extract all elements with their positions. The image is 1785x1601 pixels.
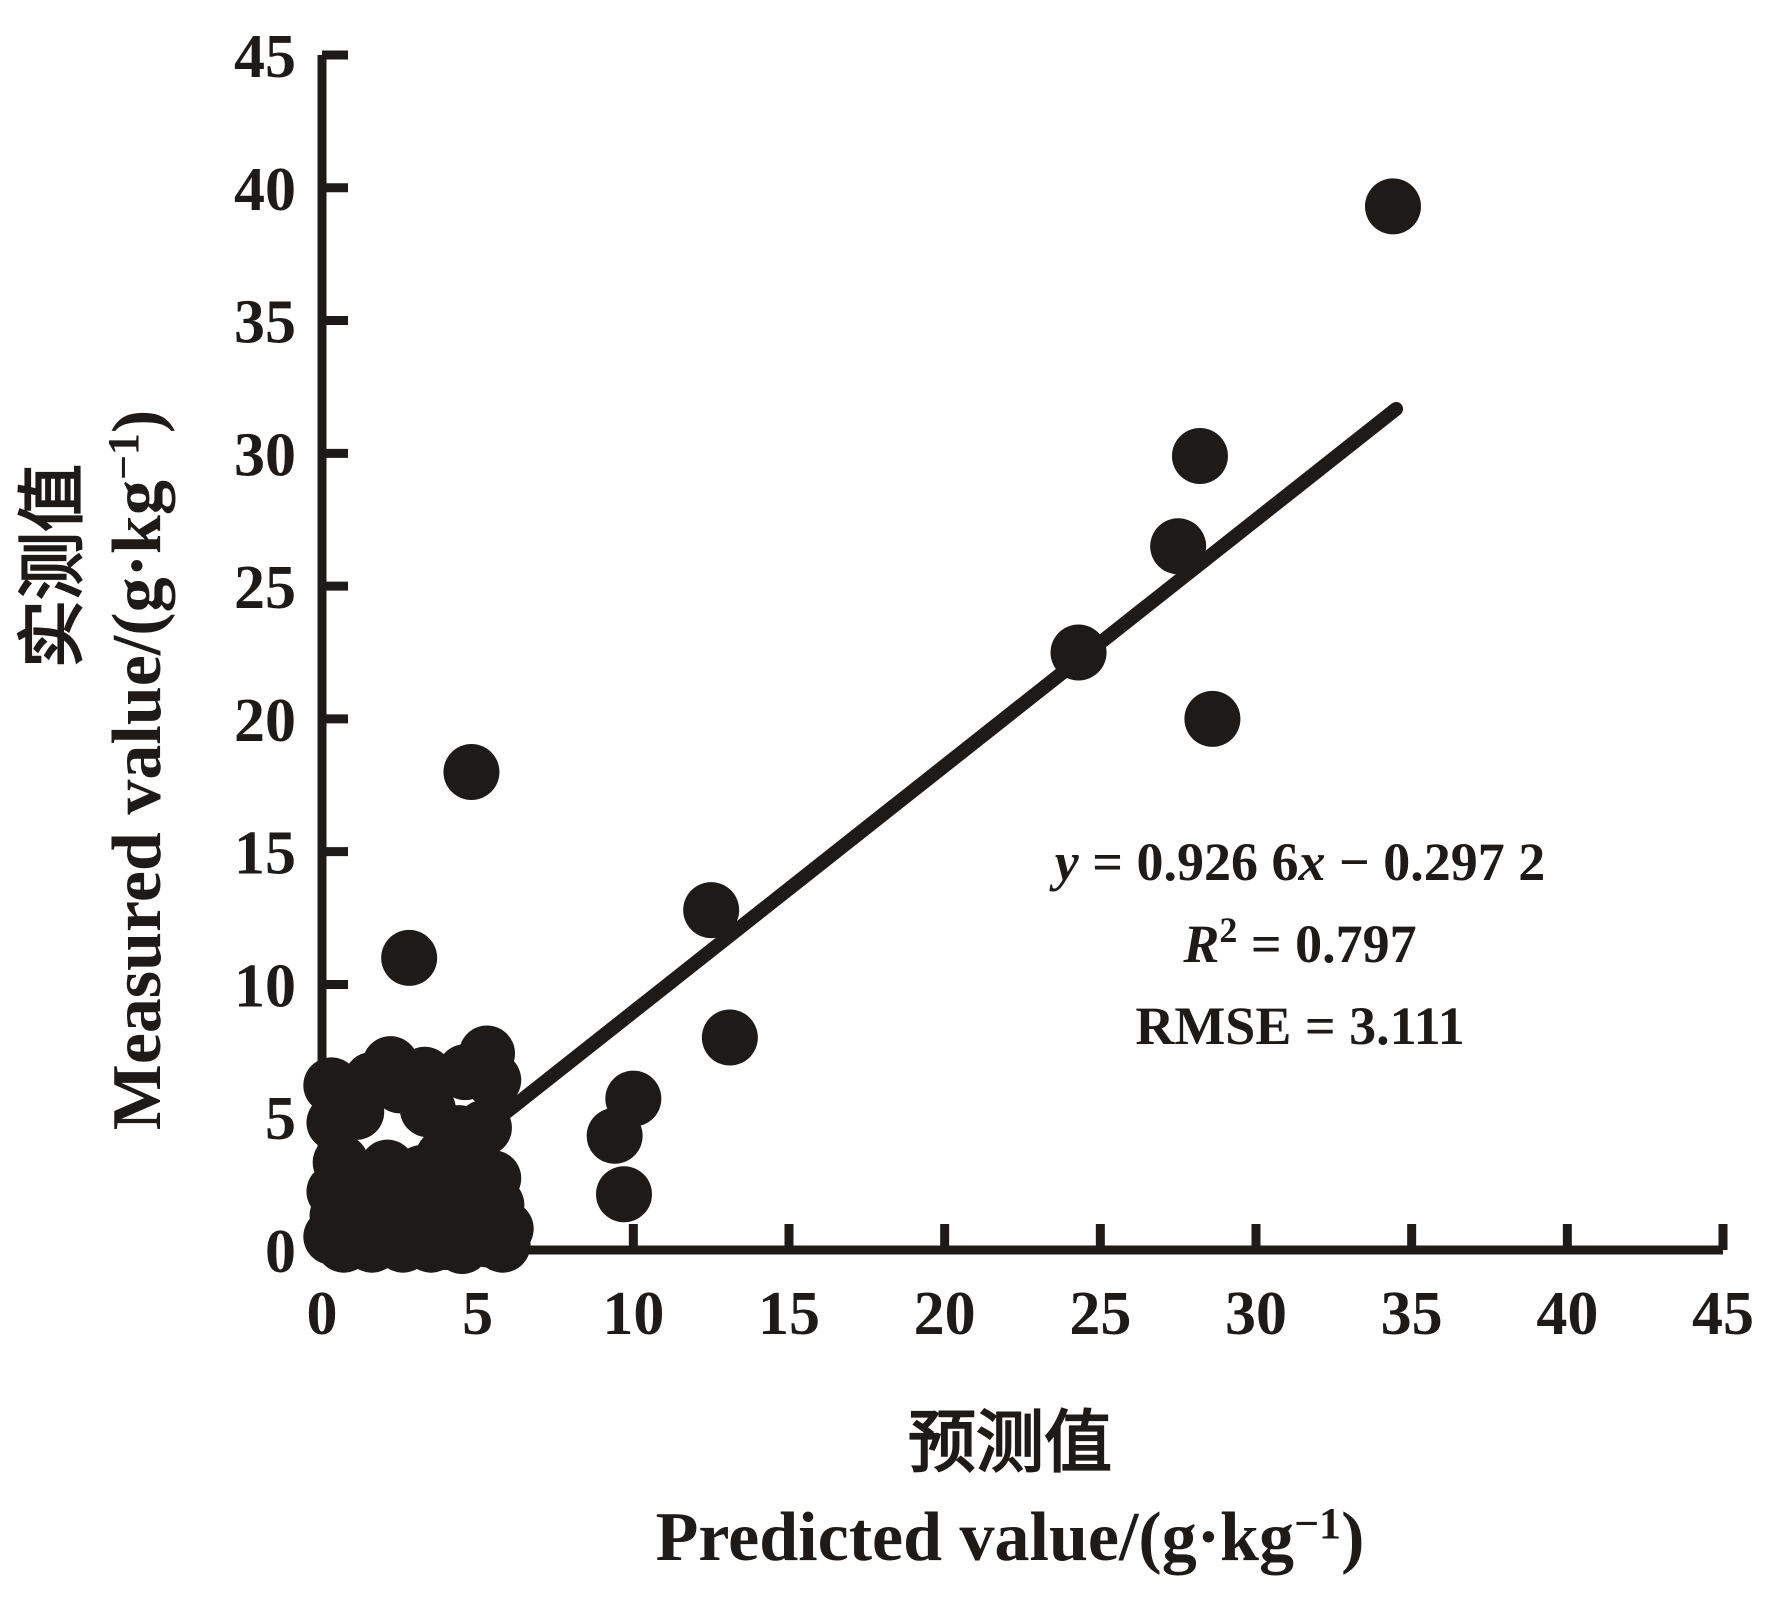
equation-end: − 0.297 2 [1325, 832, 1545, 892]
data-point [446, 1168, 503, 1225]
y-tick-label: 0 [265, 1218, 296, 1286]
equation-mid: = 0.926 6 [1079, 832, 1299, 892]
data-point [1184, 690, 1241, 747]
x-axis-title-en-sup: −1 [1294, 1499, 1341, 1548]
x-tick-label: 10 [602, 1280, 664, 1348]
rmse-line: RMSE = 3.111 [1135, 996, 1464, 1056]
regression-line [484, 401, 1404, 1131]
x-tick-label: 45 [1692, 1280, 1754, 1348]
x-tick-label: 0 [307, 1280, 338, 1348]
y-tick-label: 35 [234, 289, 296, 357]
r-squared-symbol: R [1182, 914, 1219, 974]
y-axis-title-en-sup: −1 [99, 433, 148, 480]
x-tick-label: 30 [1225, 1280, 1287, 1348]
data-point [434, 1218, 491, 1275]
data-point [683, 882, 740, 939]
data-point [1171, 427, 1228, 484]
data-point [701, 1009, 758, 1066]
y-axis-title-en-main: Measured value/(g·kg [99, 480, 176, 1130]
x-axis-title-en: Predicted value/(g·kg−1) [656, 1499, 1365, 1576]
equation-x-var: x [1297, 832, 1325, 892]
equation-y-var: y [1049, 832, 1080, 892]
x-tick-label: 20 [914, 1280, 976, 1348]
y-tick-label: 25 [234, 554, 296, 622]
x-tick-label: 15 [758, 1280, 820, 1348]
y-tick-label: 45 [234, 23, 296, 91]
data-point [474, 1216, 531, 1273]
x-axis-ticks: 0 5 10 15 20 25 30 35 40 45 [307, 1224, 1754, 1348]
data-point [1364, 178, 1421, 235]
data-point [381, 929, 438, 986]
equation-line: y = 0.926 6x − 0.297 2 [1049, 832, 1546, 892]
x-axis-title-en-close: ) [1341, 1499, 1364, 1576]
r-squared-exponent: 2 [1219, 910, 1237, 950]
r-squared-value: = 0.797 [1237, 914, 1416, 974]
x-axis-title-en-main: Predicted value/(g·kg [656, 1499, 1294, 1576]
x-tick-label: 35 [1381, 1280, 1443, 1348]
data-point [443, 744, 500, 800]
x-tick-label: 5 [462, 1280, 493, 1348]
data-point [595, 1166, 652, 1223]
x-axis-title-zh: 预测值 [908, 1405, 1112, 1481]
r-squared-line: R2 = 0.797 [1182, 910, 1416, 974]
y-tick-label: 40 [234, 156, 296, 224]
y-tick-label: 10 [234, 952, 296, 1020]
data-point [605, 1070, 662, 1127]
y-tick-label: 5 [265, 1085, 296, 1153]
data-point [1150, 518, 1207, 575]
y-tick-label: 20 [234, 687, 296, 755]
y-tick-label: 30 [234, 421, 296, 489]
data-point [465, 1052, 522, 1109]
y-axis-title-en-close: ) [99, 410, 176, 433]
x-tick-label: 25 [1069, 1280, 1131, 1348]
y-tick-label: 15 [234, 820, 296, 888]
y-axis-title-zh: 实测值 [15, 464, 91, 668]
data-points [303, 178, 1421, 1275]
data-point [306, 1163, 363, 1220]
y-axis-title-en: Measured value/(g·kg−1) [99, 410, 176, 1131]
x-tick-label: 40 [1536, 1280, 1598, 1348]
